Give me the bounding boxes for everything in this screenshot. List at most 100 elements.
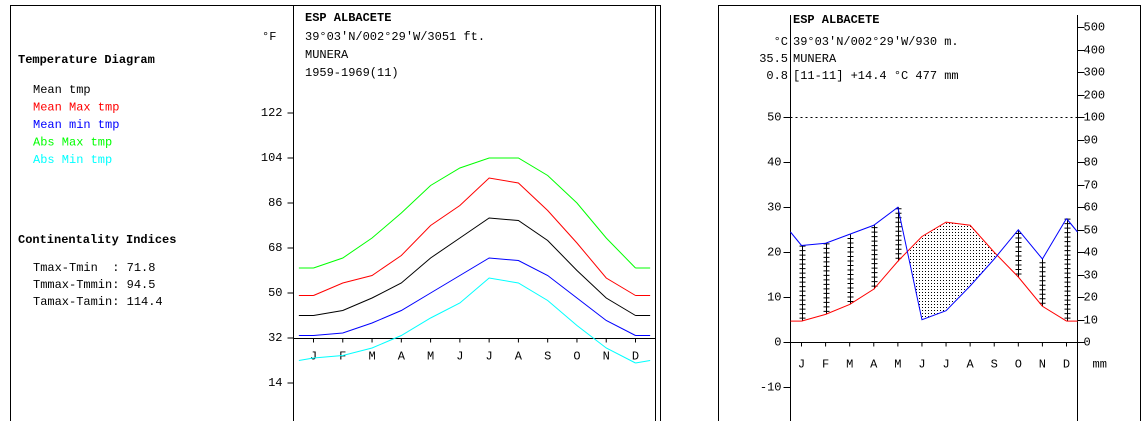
x-tick-label: J: [798, 358, 805, 372]
dry-period: [970, 225, 995, 286]
humid-hatch: [1064, 218, 1071, 322]
y-tick-label: 50: [767, 111, 781, 125]
x-tick-label: M: [368, 350, 375, 364]
x-tick-label: F: [822, 358, 829, 372]
y2-tick-label: 30: [1084, 269, 1098, 283]
index-line: Tmax-Tmin : 71.8: [33, 261, 155, 275]
y-tick-label: 0: [774, 336, 781, 350]
humid-hatch: [823, 243, 830, 315]
indices-title: Continentality Indices: [18, 233, 176, 247]
x-tick-label: J: [456, 350, 463, 364]
y2-tick-label: 50: [1084, 224, 1098, 238]
x-tick-label: N: [1039, 358, 1046, 372]
station-info: MUNERA: [793, 52, 837, 66]
y-tick-label: 86: [268, 196, 282, 210]
x-tick-label: A: [515, 350, 523, 364]
x-tick-label: S: [544, 350, 551, 364]
x-tick-label: A: [398, 350, 406, 364]
extreme-value: 35.5: [759, 52, 788, 66]
series-wrap: [298, 357, 314, 361]
y2-tick-label: 70: [1084, 179, 1098, 193]
dry-period: [946, 222, 971, 311]
series-line: [801, 221, 1067, 322]
y2-tick-label: 100: [1084, 111, 1106, 125]
y-tick-label: 50: [268, 286, 282, 300]
x-tick-label: D: [1063, 358, 1070, 372]
station-info: 39°03'N/002°29'W/930 m.: [793, 35, 959, 49]
humid-hatch: [871, 225, 878, 290]
x-tick-label: J: [310, 350, 317, 364]
humid-hatch: [1015, 229, 1022, 277]
x-tick-label: F: [339, 350, 346, 364]
station-info: 1959-1969(11): [305, 66, 399, 80]
y2-tick-label: 60: [1084, 201, 1098, 215]
y2-tick-label: 90: [1084, 134, 1098, 148]
y-tick-label: 68: [268, 241, 282, 255]
y2-tick-label: 40: [1084, 246, 1098, 260]
humid-hatch: [1039, 259, 1046, 307]
series-line: [313, 177, 636, 296]
dry-period: [907, 236, 922, 320]
x-tick-label: M: [846, 358, 853, 372]
x-tick-label: O: [573, 350, 580, 364]
y2-tick-label: 80: [1084, 156, 1098, 170]
humid-hatch: [799, 245, 806, 322]
y-tick-label: 20: [767, 246, 781, 260]
humid-hatch: [895, 207, 902, 262]
index-line: Tamax-Tamin: 114.4: [33, 295, 163, 309]
index-line: Tmmax-Tmmin: 94.5: [33, 278, 155, 292]
legend-entry: Mean min tmp: [33, 118, 119, 132]
y-tick-label: -10: [760, 381, 782, 395]
y2-tick-label: 400: [1084, 44, 1106, 58]
extreme-value: 0.8: [766, 69, 788, 83]
y2-tick-label: 20: [1084, 291, 1098, 305]
y-tick-label: 104: [261, 151, 283, 165]
y2-tick-label: 10: [1084, 314, 1098, 328]
series-line: [313, 217, 636, 316]
y-tick-label: 122: [261, 106, 283, 120]
series-line: [801, 206, 1067, 321]
x-tick-label: S: [991, 358, 998, 372]
chart-title: ESP ALBACETE: [793, 13, 879, 27]
legend-entry: Abs Max tmp: [33, 136, 112, 150]
x-tick-label: J: [918, 358, 925, 372]
x-tick-label: J: [486, 350, 493, 364]
y-tick-label: 40: [767, 156, 781, 170]
station-info: 39°03'N/002°29'W/3051 ft.: [305, 30, 485, 44]
y-unit: °C: [774, 35, 788, 49]
x-tick-label: N: [603, 350, 610, 364]
x-tick-label: M: [427, 350, 434, 364]
humid-hatch: [847, 234, 854, 305]
x-tick-label: D: [632, 350, 639, 364]
series-line: [313, 277, 636, 364]
x-tick-label: O: [1015, 358, 1022, 372]
chart-title: ESP ALBACETE: [305, 11, 391, 25]
y2-tick-label: 0: [1084, 336, 1091, 350]
x-tick-label: J: [942, 358, 949, 372]
y-tick-label: 30: [767, 201, 781, 215]
right-panel-frame: [718, 5, 1141, 421]
x-tick-label: M: [894, 358, 901, 372]
dry-period: [921, 222, 947, 320]
y2-tick-label: 300: [1084, 66, 1106, 80]
y-tick-label: 10: [767, 291, 781, 305]
y2-unit: mm: [1093, 358, 1107, 372]
legend-entry: Mean tmp: [33, 83, 91, 97]
y2-tick-label: 500: [1084, 21, 1106, 35]
legend-entry: Abs Min tmp: [33, 153, 112, 167]
station-info: [11-11] +14.4 °C 477 mm: [793, 69, 959, 83]
series-wrap: [1066, 218, 1078, 233]
panel-title: Temperature Diagram: [18, 53, 155, 67]
series-line: [313, 257, 636, 336]
station-info: MUNERA: [305, 48, 349, 62]
series-wrap: [790, 231, 802, 246]
x-tick-label: A: [967, 358, 975, 372]
x-tick-label: A: [870, 358, 878, 372]
left-panel-frame: [10, 5, 661, 421]
y-tick-label: 32: [268, 331, 282, 345]
y2-tick-label: 200: [1084, 89, 1106, 103]
y-unit: °F: [262, 30, 276, 44]
legend-entry: Mean Max tmp: [33, 101, 119, 115]
